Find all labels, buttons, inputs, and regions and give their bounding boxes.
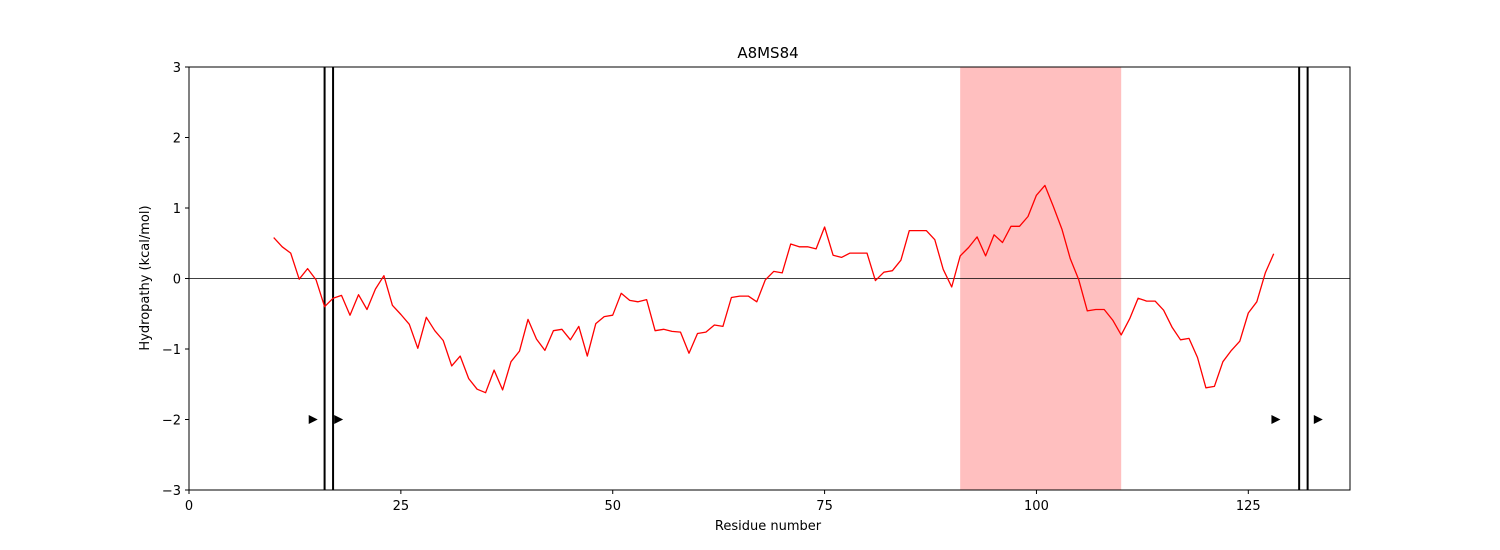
arrow-marker [308, 415, 318, 424]
x-tick-label: 75 [816, 499, 833, 514]
arrow-marker [1313, 415, 1323, 424]
series-line [273, 184, 1275, 394]
y-tick-label: 1 [173, 202, 181, 217]
y-axis-label: Hydropathy (kcal/mol) [138, 205, 153, 350]
y-tick-label: −3 [162, 484, 181, 499]
vertical-line-layer [323, 67, 1309, 490]
x-axis-label: Residue number [715, 519, 822, 534]
y-tick-label: −1 [162, 343, 181, 358]
y-tick-label: 3 [173, 61, 181, 76]
x-axis: 0 25 50 75 100 125 [185, 490, 1261, 514]
y-axis: −3 −2 −1 0 1 2 3 [162, 61, 189, 499]
series-layer [273, 184, 1275, 394]
x-tick-label: 25 [393, 499, 410, 514]
x-tick-label: 50 [604, 499, 621, 514]
y-tick-label: 2 [173, 132, 181, 147]
arrow-marker [1271, 415, 1281, 424]
x-tick-label: 100 [1024, 499, 1049, 514]
y-tick-label: −2 [162, 414, 181, 429]
x-tick-label: 0 [185, 499, 193, 514]
arrow-marker [334, 415, 344, 424]
chart-title: A8MS84 [737, 44, 798, 62]
marker-layer [308, 415, 1323, 424]
x-tick-label: 125 [1236, 499, 1261, 514]
y-tick-label: 0 [173, 273, 181, 288]
